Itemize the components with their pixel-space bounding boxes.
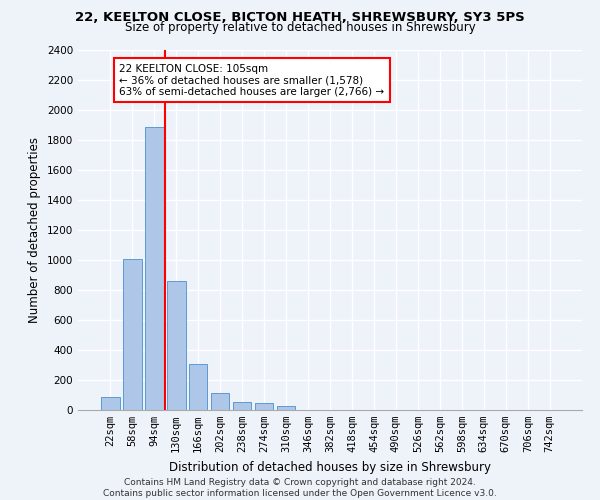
Bar [277, 406, 295, 410]
Y-axis label: Number of detached properties: Number of detached properties [28, 137, 41, 323]
Bar [145, 126, 164, 410]
Bar [211, 393, 229, 410]
Bar [255, 403, 274, 410]
Bar [167, 281, 185, 410]
Bar [189, 364, 208, 410]
Text: Size of property relative to detached houses in Shrewsbury: Size of property relative to detached ho… [125, 21, 475, 34]
Bar [123, 258, 142, 410]
Bar [101, 396, 119, 410]
Text: 22 KEELTON CLOSE: 105sqm
← 36% of detached houses are smaller (1,578)
63% of sem: 22 KEELTON CLOSE: 105sqm ← 36% of detach… [119, 64, 385, 96]
Bar [233, 402, 251, 410]
Text: 22, KEELTON CLOSE, BICTON HEATH, SHREWSBURY, SY3 5PS: 22, KEELTON CLOSE, BICTON HEATH, SHREWSB… [75, 11, 525, 24]
Text: Contains HM Land Registry data © Crown copyright and database right 2024.
Contai: Contains HM Land Registry data © Crown c… [103, 478, 497, 498]
X-axis label: Distribution of detached houses by size in Shrewsbury: Distribution of detached houses by size … [169, 460, 491, 473]
